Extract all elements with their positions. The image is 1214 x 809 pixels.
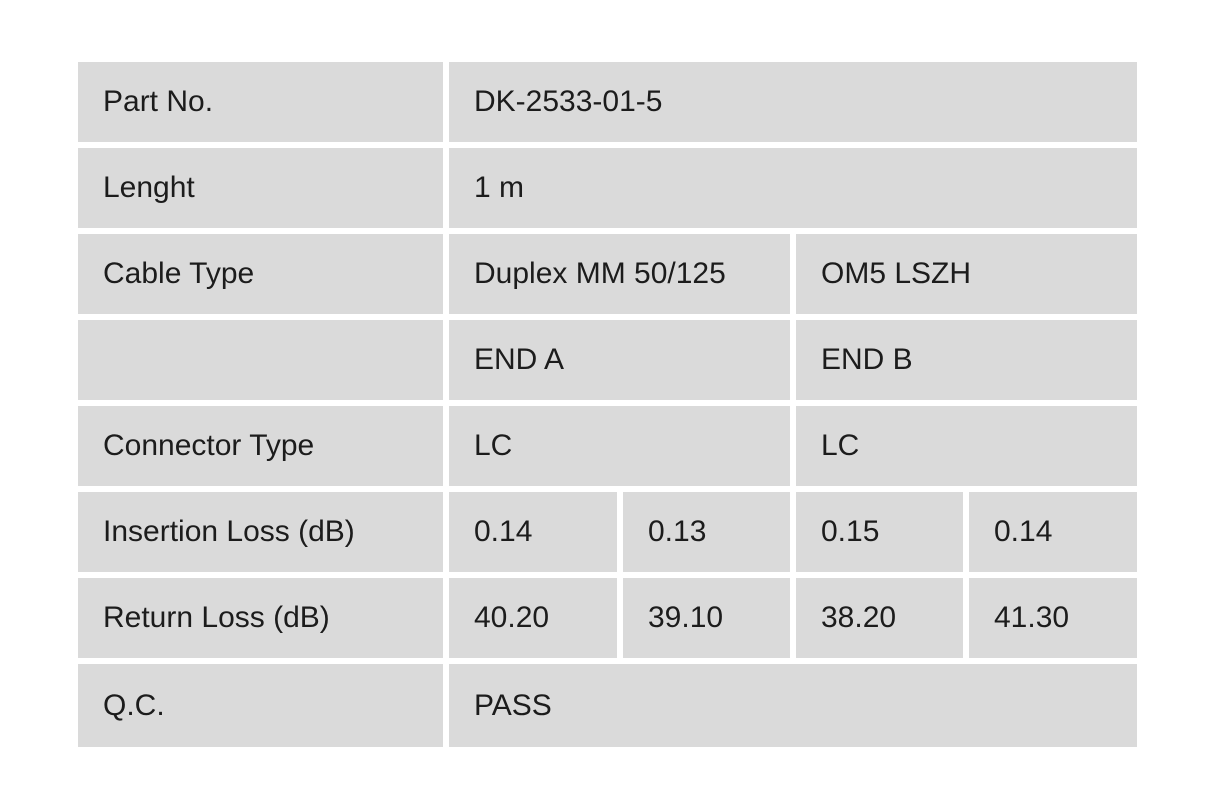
return-loss-label: Return Loss (dB) (78, 578, 443, 658)
return-loss-value: 38.20 (796, 578, 963, 658)
insertion-loss-label: Insertion Loss (dB) (78, 492, 443, 572)
insertion-loss-value: 0.14 (449, 492, 617, 572)
end-b-header: END B (796, 320, 1137, 400)
insertion-loss-value: 0.15 (796, 492, 963, 572)
qc-label: Q.C. (78, 664, 443, 747)
insertion-loss-value: 0.14 (969, 492, 1137, 572)
connector-end-b: LC (796, 406, 1137, 486)
connector-type-label: Connector Type (78, 406, 443, 486)
cable-type-value-b: OM5 LSZH (796, 234, 1137, 314)
return-loss-value: 41.30 (969, 578, 1137, 658)
spec-table: Part No. DK-2533-01-5 Lenght 1 m Cable T… (78, 62, 1137, 747)
length-label: Lenght (78, 148, 443, 228)
length-value: 1 m (449, 148, 1137, 228)
return-loss-value: 39.10 (623, 578, 790, 658)
connector-end-a: LC (449, 406, 790, 486)
cable-type-label: Cable Type (78, 234, 443, 314)
ends-label (78, 320, 443, 400)
part-no-label: Part No. (78, 62, 443, 142)
qc-value: PASS (449, 664, 1137, 747)
insertion-loss-value: 0.13 (623, 492, 790, 572)
part-no-value: DK-2533-01-5 (449, 62, 1137, 142)
return-loss-value: 40.20 (449, 578, 617, 658)
end-a-header: END A (449, 320, 790, 400)
cable-type-value-a: Duplex MM 50/125 (449, 234, 790, 314)
